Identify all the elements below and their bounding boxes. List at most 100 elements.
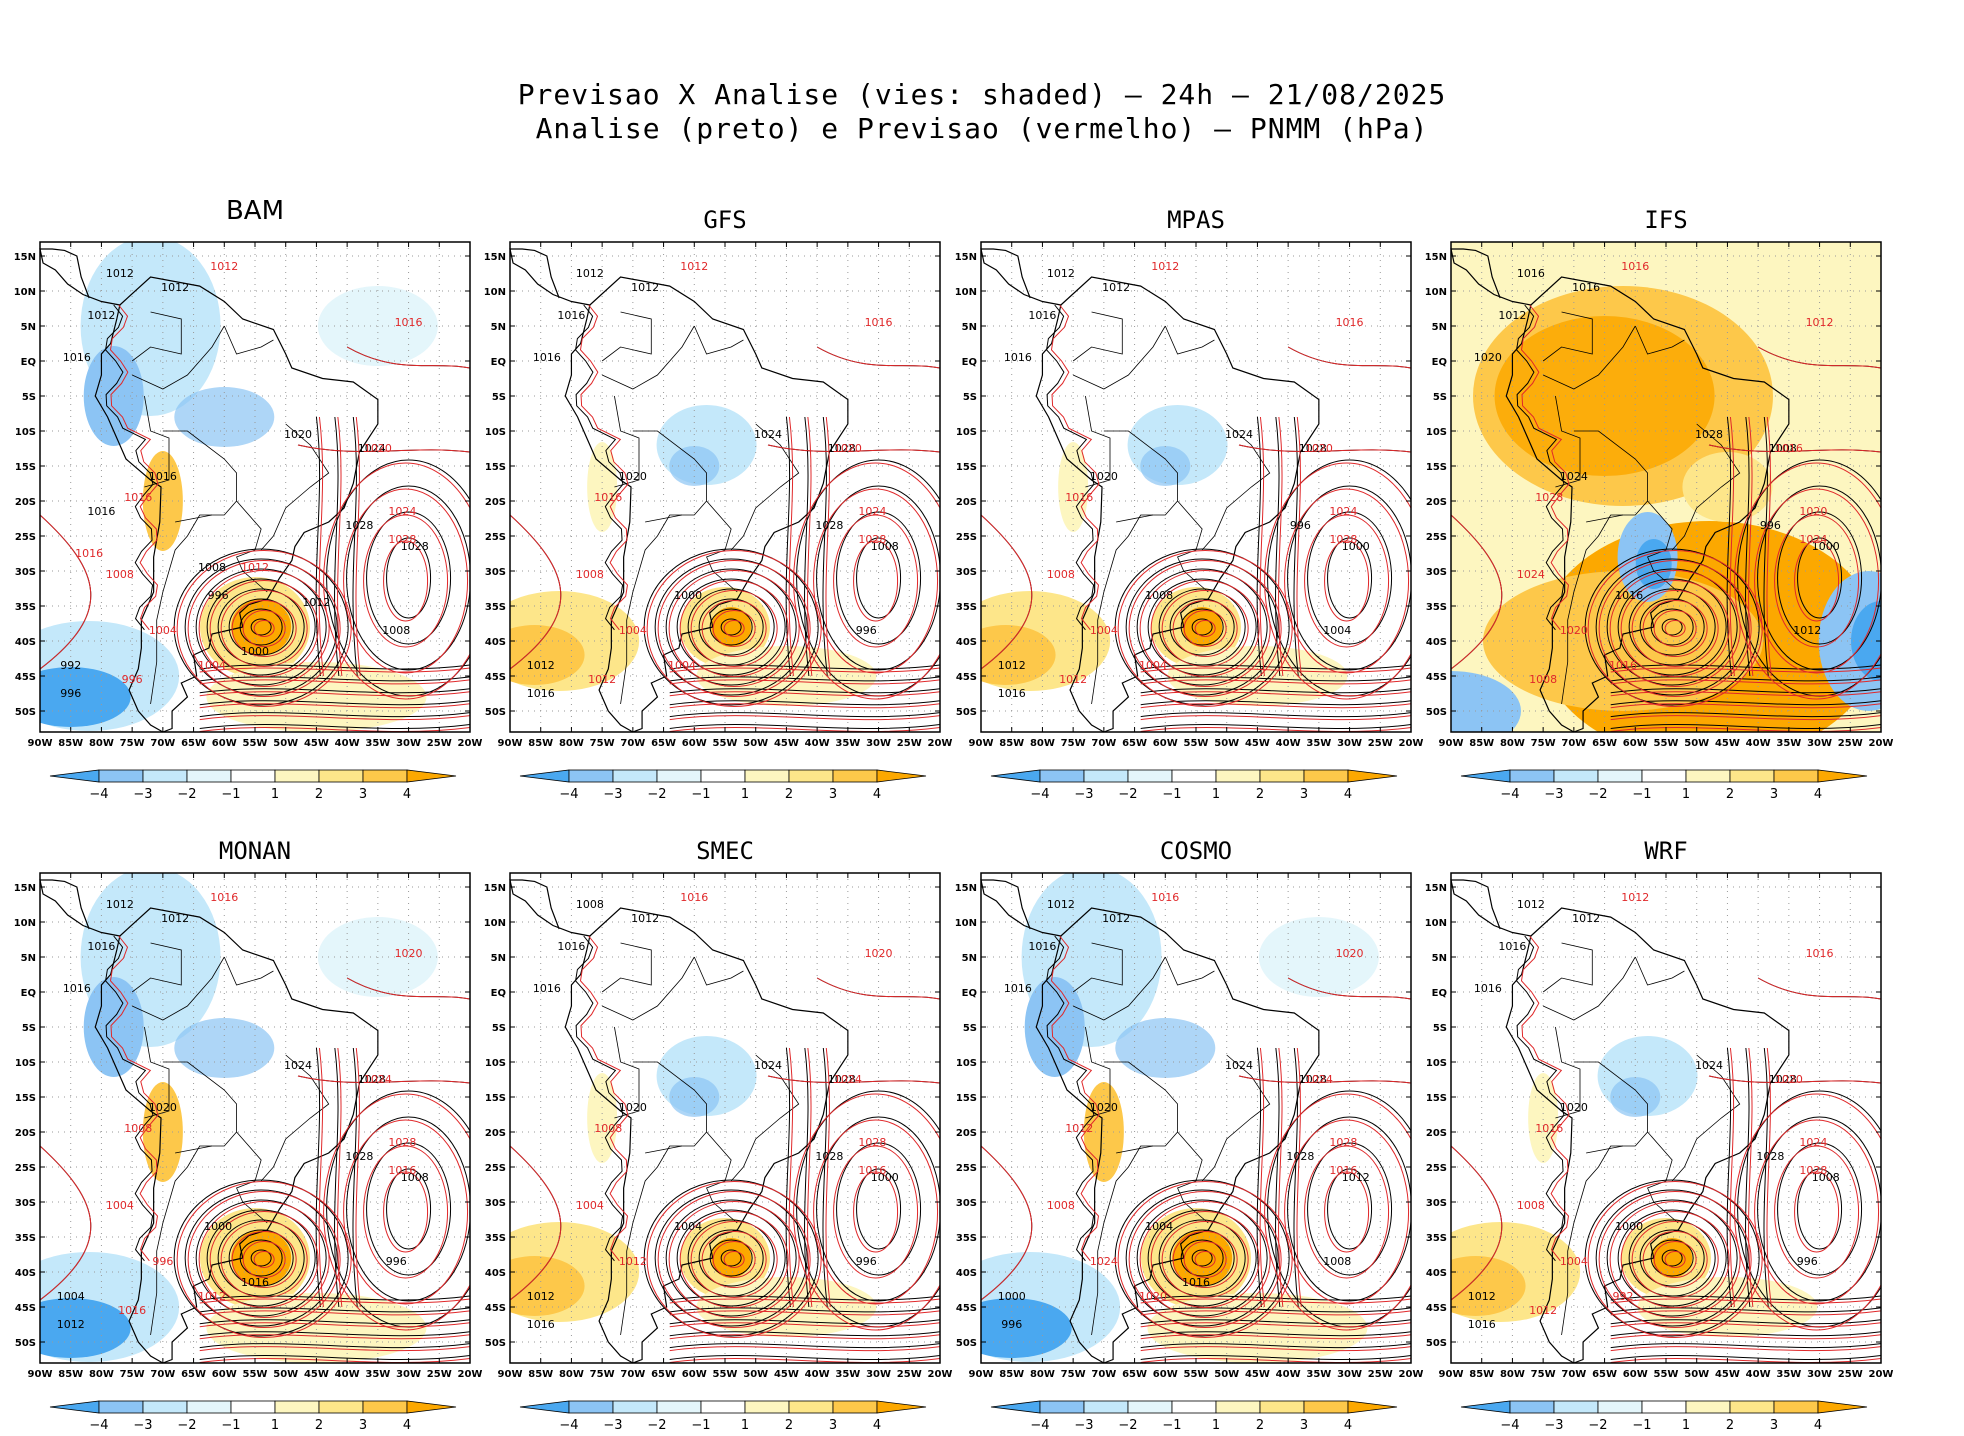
forecast-label: 1008 <box>1529 673 1557 686</box>
colorbar-label: 3 <box>829 787 837 802</box>
analysis-label: 1012 <box>1517 898 1545 911</box>
colorbar-segment <box>1553 1400 1599 1414</box>
lat-tick-label: 30S <box>485 567 506 578</box>
analysis-label: 1024 <box>1695 1059 1723 1072</box>
lat-tick-label: 15N <box>955 252 977 263</box>
analysis-label: 1012 <box>87 309 115 322</box>
lat-tick-label: 45S <box>485 672 506 683</box>
analysis-label: 1028 <box>1299 442 1327 455</box>
colorbar-label: 4 <box>1814 1418 1822 1433</box>
lat-tick-label: 15S <box>15 462 36 473</box>
lon-tick-label: 50W <box>273 1369 298 1380</box>
lon-tick-label: 50W <box>273 738 298 749</box>
forecast-label: 1016 <box>388 1164 416 1177</box>
forecast-label: 1012 <box>1059 673 1087 686</box>
analysis-label: 1016 <box>63 982 91 995</box>
lon-tick-label: 65W <box>1592 738 1617 749</box>
grid <box>1451 873 1881 1363</box>
grid <box>40 242 470 732</box>
lon-tick-label: 35W <box>365 738 390 749</box>
lat-tick-label: 10S <box>1426 427 1447 438</box>
lat-tick-label: 15N <box>1425 252 1447 263</box>
colorbar-segment <box>568 769 614 783</box>
analysis-label: 1008 <box>401 1171 429 1184</box>
lon-tick-label: 30W <box>1337 1369 1362 1380</box>
lon-tick-label: 70W <box>1561 1369 1586 1380</box>
lon-tick-label: 65W <box>1122 1369 1147 1380</box>
analysis-label: 1016 <box>533 982 561 995</box>
lon-tick-label: 20W <box>1399 738 1424 749</box>
colorbar-label: −3 <box>1544 787 1563 802</box>
colorbar-label: 3 <box>1300 787 1308 802</box>
lon-tick-label: 75W <box>1531 1369 1556 1380</box>
colorbar-label: −1 <box>1632 1418 1651 1433</box>
lat-tick-label: 5S <box>963 392 977 403</box>
map-panel-monan: 1012101210161016102010241028102810089961… <box>14 872 482 1380</box>
lat-tick-label: EQ <box>1432 357 1447 368</box>
analysis-label: 1008 <box>1812 1171 1840 1184</box>
lon-tick-label: 20W <box>1399 1369 1424 1380</box>
lon-tick-label: 30W <box>866 1369 891 1380</box>
contour-labels: 1012101210161016102010241028102810089961… <box>527 260 899 700</box>
forecast-label: 1016 <box>594 491 622 504</box>
lon-tick-label: 40W <box>805 1369 830 1380</box>
lat-tick-label: 5S <box>22 1023 36 1034</box>
lon-tick-label: 35W <box>1776 1369 1801 1380</box>
lat-tick-label: 15N <box>14 883 36 894</box>
analysis-label: 1028 <box>401 540 429 553</box>
colorbar-label: −2 <box>1118 1418 1137 1433</box>
analysis-label: 1024 <box>1560 470 1588 483</box>
analysis-label: 1004 <box>1145 1220 1173 1233</box>
lon-tick-label: 35W <box>1306 1369 1331 1380</box>
colorbar-segment <box>1303 769 1349 783</box>
lon-tick-label: 45W <box>774 1369 799 1380</box>
forecast-label: 1012 <box>1065 1122 1093 1135</box>
lat-tick-label: 10N <box>1425 287 1447 298</box>
lon-tick-label: 70W <box>1561 738 1586 749</box>
forecast-label: 1020 <box>1305 442 1333 455</box>
lon-tick-label: 75W <box>120 738 145 749</box>
analysis-label: 1012 <box>106 267 134 280</box>
lon-tick-label: 85W <box>58 738 83 749</box>
lon-tick-label: 30W <box>1337 738 1362 749</box>
lon-tick-label: 40W <box>1746 1369 1771 1380</box>
lat-tick-label: EQ <box>21 357 36 368</box>
forecast-label: 1016 <box>1609 659 1637 672</box>
analysis-label: 1024 <box>754 1059 782 1072</box>
lon-tick-label: 75W <box>1531 738 1556 749</box>
lon-tick-label: 60W <box>212 1369 237 1380</box>
grid <box>981 242 1411 732</box>
lon-tick-label: 25W <box>427 738 452 749</box>
map-panel-wrf: 1012101210161016102010241028102810089961… <box>1425 872 1893 1380</box>
lat-tick-label: 40S <box>956 1268 977 1279</box>
lon-tick-label: 40W <box>335 1369 360 1380</box>
colorbar-label: 3 <box>1770 787 1778 802</box>
lon-tick-label: 75W <box>590 1369 615 1380</box>
lat-tick-label: 50S <box>1426 707 1447 718</box>
lon-tick-label: 20W <box>928 738 953 749</box>
lon-tick-label: 30W <box>1807 738 1832 749</box>
lon-tick-label: 35W <box>835 738 860 749</box>
colorbar-segment <box>612 769 658 783</box>
analysis-label: 1020 <box>149 1101 177 1114</box>
colorbar-segment <box>876 1400 927 1414</box>
analysis-label: 1028 <box>1769 1073 1797 1086</box>
colorbar-label: 4 <box>873 1418 881 1433</box>
colorbar-segment <box>656 1400 702 1414</box>
colorbar-segment <box>49 769 100 783</box>
analysis-label: 1008 <box>198 561 226 574</box>
lon-tick-label: 80W <box>1030 1369 1055 1380</box>
colorbar-segment <box>744 1400 790 1414</box>
forecast-label: 1020 <box>1560 624 1588 637</box>
lon-tick-label: 65W <box>181 738 206 749</box>
main-title-line2: Analise (preto) e Previsao (vermelho) – … <box>535 112 1429 145</box>
lat-tick-label: 35S <box>1426 602 1447 613</box>
bias-shading <box>981 873 1379 1363</box>
colorbar-segment <box>186 769 232 783</box>
analysis-label: 1016 <box>149 470 177 483</box>
analysis-label: 1000 <box>1812 540 1840 553</box>
lon-tick-label: 25W <box>1368 1369 1393 1380</box>
forecast-label: 1016 <box>865 316 893 329</box>
analysis-label: 1016 <box>1615 589 1643 602</box>
analysis-label: 1016 <box>87 505 115 518</box>
